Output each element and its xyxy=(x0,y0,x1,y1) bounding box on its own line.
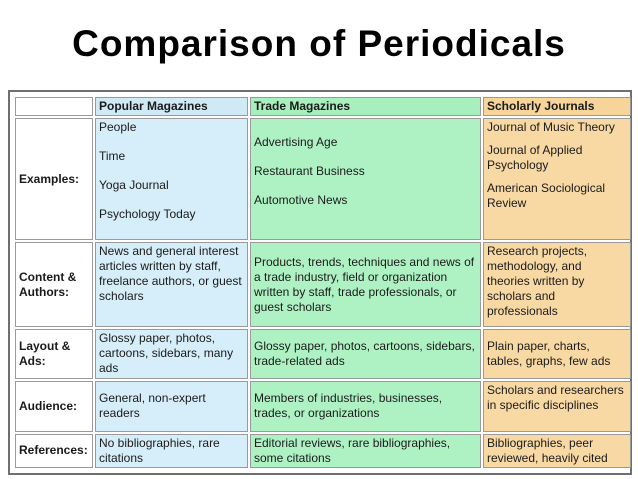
example-item: People xyxy=(99,120,137,135)
cell-trade-references: Editorial reviews, rare bibliographies, … xyxy=(250,433,481,468)
row-label-references: References: xyxy=(15,433,93,468)
cell-trade-audience: Members of industries, businesses, trade… xyxy=(250,381,481,432)
table-row-layout-ads: Layout & Ads: Glossy paper, photos, cart… xyxy=(15,328,631,380)
cell-scholarly-examples: Journal of Music Theory Journal of Appli… xyxy=(483,118,631,241)
page-title: Comparison of Periodicals xyxy=(72,23,566,64)
cell-scholarly-layout: Plain paper, charts, tables, graphs, few… xyxy=(483,328,631,380)
example-item: Time xyxy=(99,149,126,164)
example-item: Journal of Applied Psychology xyxy=(487,143,583,173)
cell-popular-audience: General, non-expert readers xyxy=(95,381,248,432)
cell-scholarly-audience: Scholars and researchers in specific dis… xyxy=(483,381,631,432)
example-item: American Sociological Review xyxy=(487,181,606,211)
table-row-examples: Examples: People Time Yoga Journal Psych… xyxy=(15,118,631,241)
row-label-audience: Audience: xyxy=(15,381,93,432)
comparison-table-frame: Popular Magazines Trade Magazines Schola… xyxy=(8,90,632,475)
table-row-references: References: No bibliographies, rare cita… xyxy=(15,433,631,468)
table-row-audience: Audience: General, non-expert readers Me… xyxy=(15,381,631,432)
table-row-content-authors: Content & Authors: News and general inte… xyxy=(15,242,631,327)
cell-trade-examples: Advertising Age Restaurant Business Auto… xyxy=(250,118,481,241)
cell-scholarly-references: Bibliographies, peer reviewed, heavily c… xyxy=(483,433,631,468)
example-item: Advertising Age xyxy=(254,135,338,150)
cell-trade-layout: Glossy paper, photos, cartoons, sidebars… xyxy=(250,328,481,380)
header-trade-magazines: Trade Magazines xyxy=(250,97,481,117)
example-item: Restaurant Business xyxy=(254,164,365,179)
row-label-content-authors: Content & Authors: xyxy=(15,242,93,327)
example-item: Journal of Music Theory xyxy=(487,120,615,135)
header-corner-cell xyxy=(15,97,93,117)
example-item: Automotive News xyxy=(254,193,348,208)
header-row: Popular Magazines Trade Magazines Schola… xyxy=(15,97,631,117)
cell-trade-content: Products, trends, techniques and news of… xyxy=(250,242,481,327)
header-scholarly-journals: Scholarly Journals xyxy=(483,97,631,117)
example-item: Yoga Journal xyxy=(99,178,169,193)
row-label-examples: Examples: xyxy=(15,118,93,241)
cell-popular-layout: Glossy paper, photos, cartoons, sidebars… xyxy=(95,328,248,380)
cell-popular-references: No bibliographies, rare citations xyxy=(95,433,248,468)
cell-popular-examples: People Time Yoga Journal Psychology Toda… xyxy=(95,118,248,241)
comparison-table: Popular Magazines Trade Magazines Schola… xyxy=(13,95,633,470)
header-popular-magazines: Popular Magazines xyxy=(95,97,248,117)
row-label-layout-ads: Layout & Ads: xyxy=(15,328,93,380)
cell-popular-content: News and general interest articles writt… xyxy=(95,242,248,327)
example-item: Psychology Today xyxy=(99,207,196,222)
cell-scholarly-content: Research projects, methodology, and theo… xyxy=(483,242,631,327)
